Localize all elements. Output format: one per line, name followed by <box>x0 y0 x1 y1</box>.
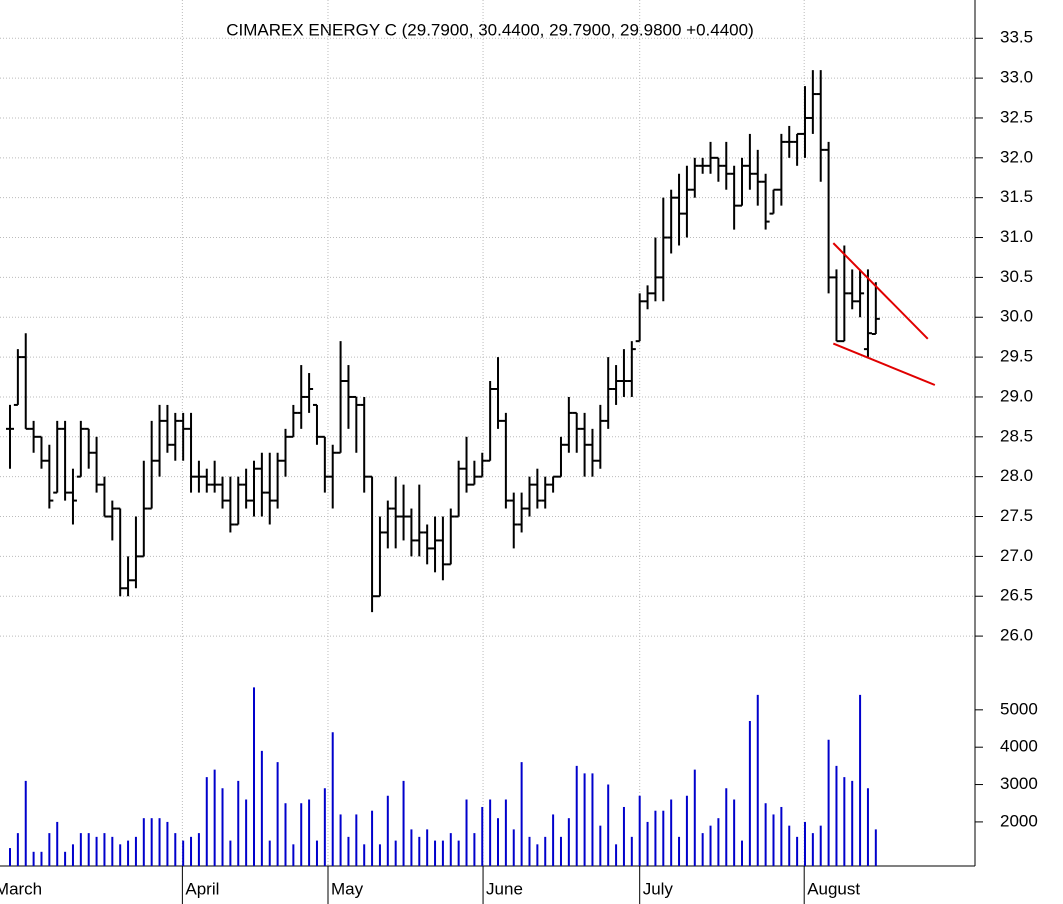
y-tick-label: 27.0 <box>1000 546 1033 565</box>
chart-title: CIMAREX ENERGY C (29.7900, 30.4400, 29.7… <box>226 20 754 39</box>
y-tick-label: 30.0 <box>1000 307 1033 326</box>
y-tick-label: 4000 <box>1000 737 1038 756</box>
y-tick-label: 32.0 <box>1000 147 1033 166</box>
y-tick-label: 31.0 <box>1000 227 1033 246</box>
y-tick-label: 31.5 <box>1000 187 1033 206</box>
trendline <box>832 342 936 386</box>
y-tick-label: 5000 <box>1000 699 1038 718</box>
y-tick-label: 26.5 <box>1000 586 1033 605</box>
y-tick-label: 32.5 <box>1000 107 1033 126</box>
x-tick-label: April <box>185 879 219 898</box>
x-tick-label: May <box>331 879 364 898</box>
y-tick-label: 33.5 <box>1000 28 1033 47</box>
y-tick-label: 28.5 <box>1000 426 1033 445</box>
y-tick-label: 29.5 <box>1000 347 1033 366</box>
y-tick-label: 33.0 <box>1000 68 1033 87</box>
y-tick-label: 28.0 <box>1000 466 1033 485</box>
x-tick-label: August <box>807 879 860 898</box>
x-tick-label: June <box>486 879 523 898</box>
y-tick-label: 3000 <box>1000 774 1038 793</box>
x-tick-label: March <box>0 879 42 898</box>
trendline <box>832 242 929 340</box>
x-tick-label: July <box>643 879 674 898</box>
y-tick-label: 29.0 <box>1000 386 1033 405</box>
y-tick-label: 2000 <box>1000 811 1038 830</box>
y-tick-label: 27.5 <box>1000 506 1033 525</box>
y-tick-label: 26.0 <box>1000 626 1033 645</box>
y-tick-label: 30.5 <box>1000 267 1033 286</box>
